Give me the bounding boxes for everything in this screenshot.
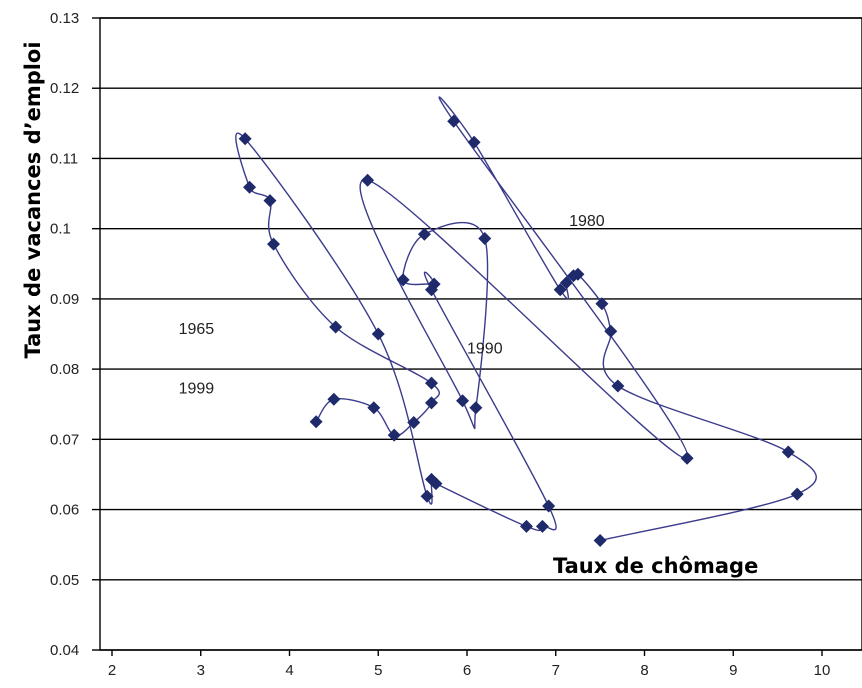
data-point-marker [611, 379, 625, 393]
data-point-marker [361, 173, 375, 187]
data-point-marker [553, 283, 567, 297]
y-tick-label: 0.08 [50, 361, 79, 378]
y-axis-title: Taux de vacances d’emploi [21, 41, 45, 358]
data-point-marker [535, 519, 549, 533]
data-point-marker [425, 376, 438, 390]
data-point-marker [469, 401, 483, 415]
data-markers [238, 114, 804, 547]
data-point-marker [593, 533, 607, 547]
y-tick-label: 0.04 [50, 642, 79, 659]
data-point-marker [519, 519, 533, 533]
year-annotation: 1980 [569, 213, 605, 230]
x-tick-label: 6 [463, 662, 471, 679]
x-tick-label: 8 [640, 662, 648, 679]
x-tick-label: 10 [814, 662, 831, 679]
data-point-marker [387, 428, 401, 442]
y-tick-label: 0.07 [50, 431, 79, 448]
data-point-marker [467, 135, 481, 149]
data-point-marker [447, 114, 461, 128]
data-point-marker [329, 320, 343, 334]
data-point-marker [371, 327, 385, 341]
year-annotation: 1990 [467, 341, 503, 358]
data-point-marker [309, 415, 323, 429]
y-axis-tick-labels: 0.04 0.05 0.06 0.07 0.08 0.09 0.1 0.11 0.12 0.13 [50, 10, 79, 659]
data-point-marker [417, 227, 431, 241]
x-axis-tick-labels: 2 3 4 5 6 7 8 9 10 [108, 662, 831, 679]
year-annotation: 1999 [179, 381, 215, 398]
data-point-marker [559, 276, 573, 290]
y-tick-label: 0.12 [50, 80, 79, 97]
connecting-curve [235, 96, 817, 542]
x-tick-label: 3 [197, 662, 205, 679]
data-point-marker [425, 396, 438, 410]
data-point-marker [267, 237, 281, 251]
x-tick-label: 4 [285, 662, 293, 679]
data-point-marker [427, 277, 441, 291]
y-tick-label: 0.06 [50, 502, 79, 519]
data-point-marker [420, 489, 434, 503]
data-point-marker [243, 180, 257, 194]
data-point-marker [407, 415, 421, 429]
x-axis-title: Taux de chômage [553, 554, 758, 578]
data-point-marker [238, 132, 252, 146]
y-tick-label: 0.05 [50, 572, 79, 589]
data-point-marker [571, 267, 585, 281]
y-tick-label: 0.1 [50, 221, 71, 238]
y-tick-label: 0.11 [50, 150, 78, 167]
data-point-marker [790, 487, 804, 501]
x-tick-label: 5 [374, 662, 382, 679]
data-point-marker [396, 273, 410, 287]
data-point-marker [542, 499, 556, 513]
data-point-marker [595, 297, 609, 311]
x-tick-label: 9 [729, 662, 737, 679]
x-tick-label: 7 [552, 662, 560, 679]
data-point-marker [429, 477, 443, 491]
year-annotation: 1965 [179, 321, 215, 338]
data-point-marker [327, 392, 341, 406]
year-annotations: 1965 1999 1990 1980 [179, 213, 605, 398]
x-tick-label: 2 [108, 662, 116, 679]
data-point-marker [680, 451, 694, 465]
data-point-marker [781, 445, 795, 459]
data-point-marker [263, 194, 277, 208]
y-tick-label: 0.13 [50, 10, 79, 27]
plot-frame [99, 17, 862, 651]
data-point-marker [478, 231, 492, 245]
data-point-marker [456, 394, 470, 408]
data-point-marker [367, 401, 381, 415]
data-point-marker [604, 324, 618, 338]
y-tick-label: 0.09 [50, 291, 79, 308]
